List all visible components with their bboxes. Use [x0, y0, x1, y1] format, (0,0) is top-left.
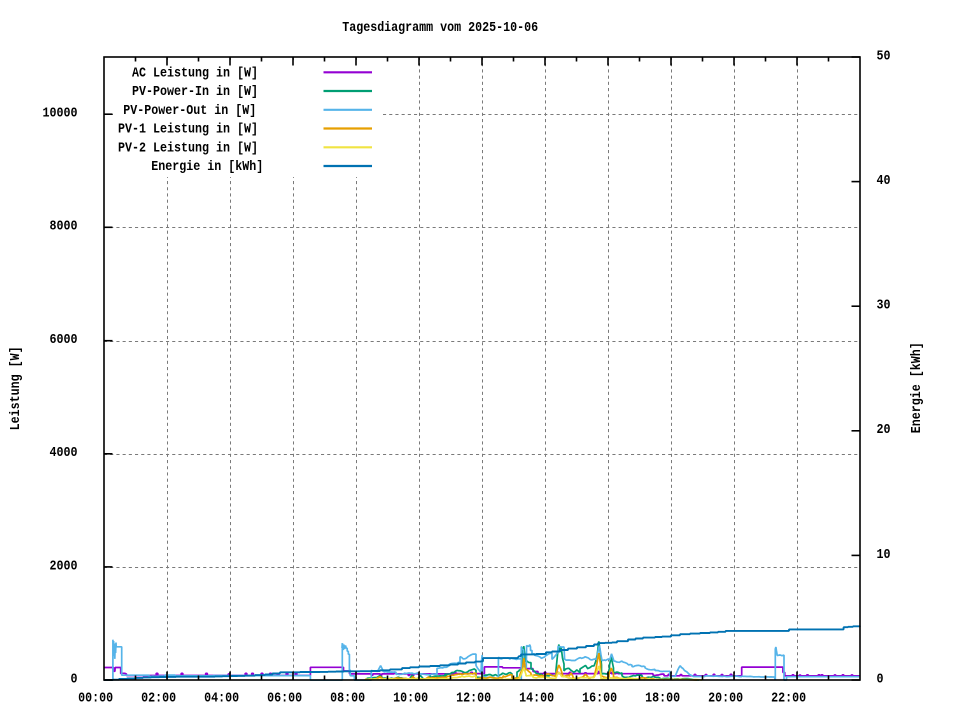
- svg-text:10: 10: [877, 547, 891, 563]
- svg-text:Energie [kWh]: Energie [kWh]: [909, 342, 925, 433]
- svg-text:20:00: 20:00: [708, 691, 743, 707]
- svg-text:AC Leistung in [W]: AC Leistung in [W]: [132, 66, 258, 82]
- svg-text:18:00: 18:00: [645, 691, 680, 707]
- svg-text:0: 0: [877, 671, 884, 687]
- svg-text:PV-1 Leistung in [W]: PV-1 Leistung in [W]: [118, 122, 258, 138]
- svg-text:00:00: 00:00: [78, 691, 113, 707]
- svg-text:10000: 10000: [43, 106, 78, 122]
- svg-text:Leistung [W]: Leistung [W]: [8, 346, 24, 430]
- svg-text:8000: 8000: [50, 219, 78, 235]
- svg-text:PV-Power-In in [W]: PV-Power-In in [W]: [132, 84, 258, 100]
- svg-text:12:00: 12:00: [456, 691, 491, 707]
- svg-text:08:00: 08:00: [330, 691, 365, 707]
- svg-text:40: 40: [877, 173, 891, 189]
- svg-text:Energie in [kWh]: Energie in [kWh]: [151, 159, 263, 175]
- svg-text:06:00: 06:00: [267, 691, 302, 707]
- svg-text:14:00: 14:00: [519, 691, 554, 707]
- svg-text:22:00: 22:00: [771, 691, 806, 707]
- svg-text:2000: 2000: [50, 558, 78, 574]
- svg-text:16:00: 16:00: [582, 691, 617, 707]
- svg-text:4000: 4000: [50, 445, 78, 461]
- svg-text:0: 0: [71, 671, 78, 687]
- svg-text:PV-Power-Out in [W]: PV-Power-Out in [W]: [123, 103, 256, 119]
- svg-text:20: 20: [877, 422, 891, 438]
- svg-text:10:00: 10:00: [393, 691, 428, 707]
- svg-text:Tagesdiagramm vom 2025-10-06: Tagesdiagramm vom 2025-10-06: [342, 20, 538, 36]
- svg-text:6000: 6000: [50, 332, 78, 348]
- svg-text:30: 30: [877, 298, 891, 314]
- svg-text:PV-2 Leistung in [W]: PV-2 Leistung in [W]: [118, 141, 258, 157]
- svg-text:02:00: 02:00: [141, 691, 176, 707]
- svg-text:50: 50: [877, 48, 891, 64]
- svg-text:04:00: 04:00: [204, 691, 239, 707]
